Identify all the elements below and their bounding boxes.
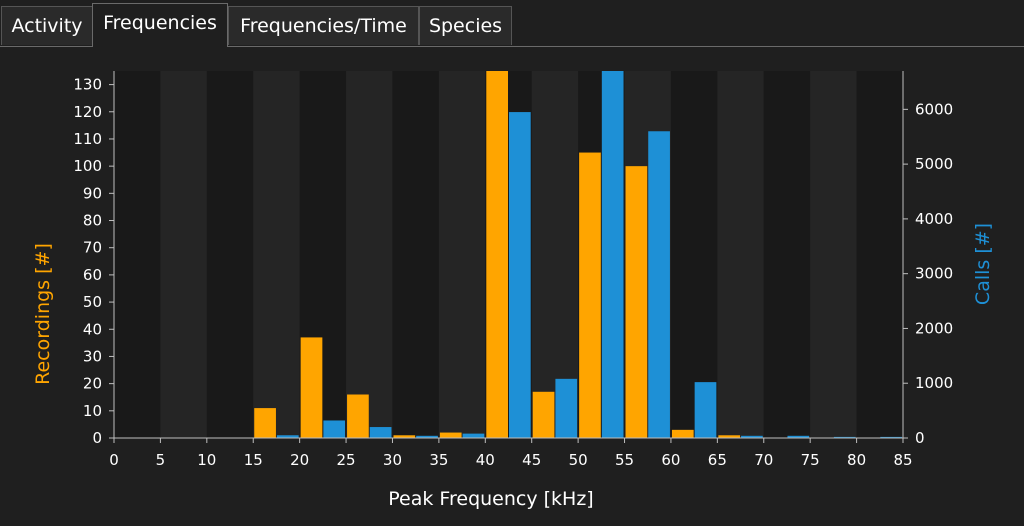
left-tick-label: 0 [92, 429, 102, 447]
x-tick-label: 35 [429, 451, 448, 469]
bar-calls [880, 436, 902, 438]
plot-band [253, 71, 300, 438]
bars [254, 71, 902, 439]
plot-band [856, 71, 903, 438]
plot-band [531, 71, 579, 438]
right-tick-label: 5000 [915, 155, 953, 173]
axis-tick-labels: 0 5 10 15 20 25 30 35 40 45 50 55 60 65 70 75 80 85010203… [73, 76, 953, 469]
bar-calls [787, 435, 810, 438]
x-tick-label: 70 [754, 451, 773, 469]
right-tick-label: 0 [915, 429, 925, 447]
left-tick-label: 90 [83, 184, 102, 202]
x-tick-label: 0 [109, 451, 119, 469]
bar-recordings [347, 394, 369, 438]
bar-calls [833, 436, 856, 438]
x-tick-label: 75 [801, 451, 820, 469]
plot-band [160, 71, 207, 438]
bar-calls [369, 427, 392, 438]
bar-calls [323, 420, 346, 438]
bar-calls [741, 435, 763, 438]
plot-band [810, 71, 857, 438]
bar-recordings [671, 429, 694, 438]
left-tick-label: 130 [73, 76, 102, 94]
bar-calls [601, 71, 624, 438]
bar-recordings [300, 337, 323, 438]
left-tick-label: 10 [83, 402, 102, 420]
x-tick-label: 30 [383, 451, 402, 469]
plot-band [670, 71, 718, 438]
tab-frequencies-time[interactable]: Frequencies/Time [228, 6, 419, 45]
left-tick-label: 100 [73, 157, 102, 175]
bar-recordings [439, 432, 462, 438]
left-tick-label: 20 [83, 375, 102, 393]
right-tick-label: 6000 [915, 100, 953, 118]
x-tick-label: 15 [244, 451, 263, 469]
left-tick-label: 120 [73, 103, 102, 121]
bar-calls [694, 382, 717, 438]
x-tick-label: 5 [156, 451, 166, 469]
x-tick-label: 80 [847, 451, 866, 469]
left-tick-label: 60 [83, 266, 102, 284]
x-tick-label: 50 [569, 451, 588, 469]
bar-calls [276, 435, 299, 438]
x-tick-label: 55 [615, 451, 634, 469]
bar-recordings [532, 391, 555, 438]
left-tick-label: 30 [83, 347, 102, 365]
right-axis-label: Calls [#] [972, 223, 994, 305]
bar-calls [462, 433, 485, 438]
plot-band [438, 71, 486, 438]
x-tick-label: 60 [661, 451, 680, 469]
x-tick-label: 40 [476, 451, 495, 469]
bar-calls [416, 435, 438, 438]
right-tick-label: 2000 [915, 319, 953, 337]
bar-calls [509, 112, 531, 438]
axes [109, 71, 908, 443]
x-axis-label: Peak Frequency [kHz] [388, 488, 593, 510]
right-tick-label: 4000 [915, 210, 953, 228]
left-tick-label: 80 [83, 212, 102, 230]
tab-bar: Activity Frequencies Frequencies/Time Sp… [0, 0, 1024, 47]
bar-recordings [393, 435, 416, 438]
left-axis-label: Recordings [#] [32, 243, 54, 385]
left-tick-label: 70 [83, 239, 102, 257]
chart-panel: 0 5 10 15 20 25 30 35 40 45 50 55 60 65 70 75 80 85 0 10 20 3… [0, 46, 1024, 523]
x-tick-label: 65 [708, 451, 727, 469]
bar-calls [648, 131, 670, 438]
plot-bands [114, 71, 903, 438]
right-tick-label: 1000 [915, 374, 953, 392]
x-tick-label: 25 [337, 451, 356, 469]
right-tick-label: 3000 [915, 265, 953, 283]
x-tick-label: 85 [893, 451, 912, 469]
left-tick-label: 40 [83, 320, 102, 338]
plot-band [392, 71, 439, 438]
plot-band [206, 71, 254, 438]
bar-recordings [625, 166, 648, 439]
bar-recordings [254, 408, 276, 438]
x-tick-label: 20 [290, 451, 309, 469]
bar-recordings [486, 71, 508, 438]
left-tick-label: 110 [73, 130, 102, 148]
x-tick-label: 45 [522, 451, 541, 469]
plot-band [717, 71, 764, 438]
bar-calls [555, 378, 578, 438]
bar-recordings [579, 152, 601, 439]
plot-band [114, 71, 161, 438]
plot-band [346, 71, 393, 438]
frequency-chart: 0 5 10 15 20 25 30 35 40 45 50 55 60 65 70 75 80 85010203… [32, 71, 994, 510]
x-tick-label: 10 [197, 451, 216, 469]
tab-activity[interactable]: Activity [1, 6, 93, 45]
plot-band [763, 71, 811, 438]
tab-frequencies[interactable]: Frequencies [92, 3, 228, 47]
tab-species[interactable]: Species [419, 6, 512, 45]
bar-recordings [718, 435, 741, 438]
left-tick-label: 50 [83, 293, 102, 311]
